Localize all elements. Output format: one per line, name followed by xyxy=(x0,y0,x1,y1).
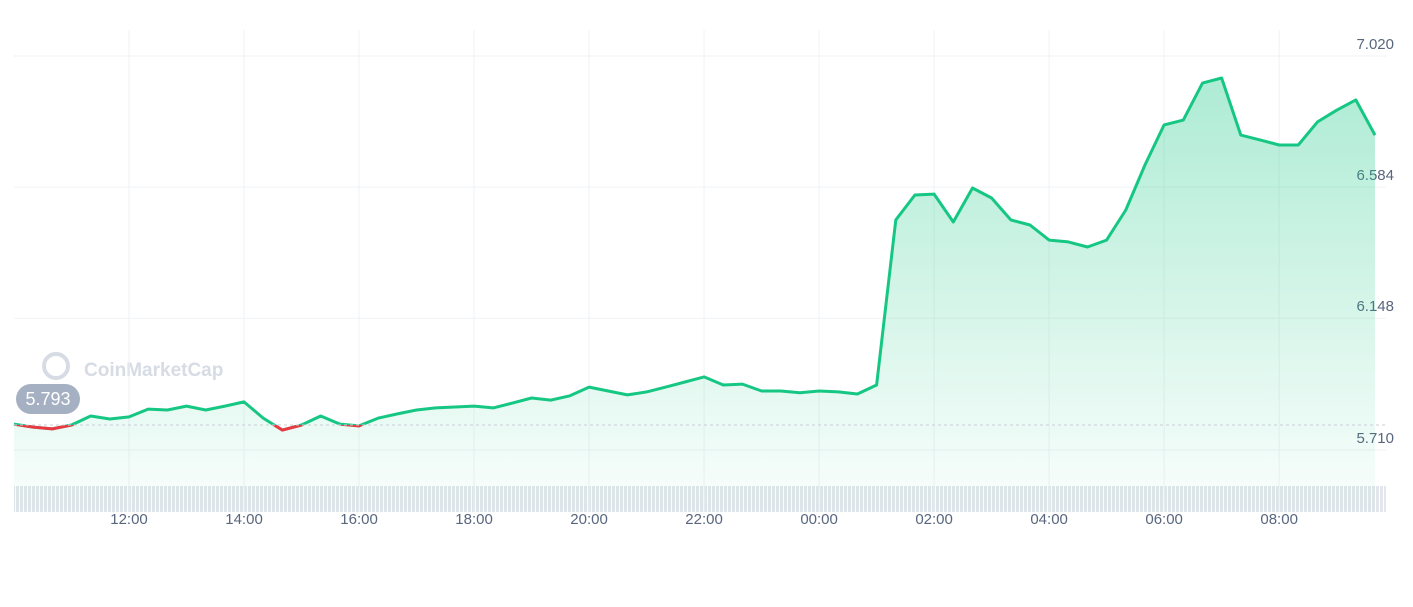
area xyxy=(14,78,1375,512)
x-tick-label: 16:00 xyxy=(340,511,378,528)
x-tick-label: 20:00 xyxy=(570,511,608,528)
x-tick-label: 00:00 xyxy=(800,511,838,528)
x-tick-label: 02:00 xyxy=(915,511,953,528)
price-line xyxy=(13,76,1377,432)
x-tick-label: 06:00 xyxy=(1145,511,1183,528)
x-tick-label: 04:00 xyxy=(1030,511,1068,528)
x-tick-label: 14:00 xyxy=(225,511,263,528)
y-tick-label: 7.020 xyxy=(1356,36,1394,53)
x-tick-label: 22:00 xyxy=(685,511,723,528)
watermark-logo xyxy=(42,352,70,380)
watermark: CoinMarketCap xyxy=(84,360,223,381)
reference-badge xyxy=(16,384,80,415)
x-tick-label: 12:00 xyxy=(110,511,148,528)
reference-label: 5.793 xyxy=(25,389,70,409)
x-tick-label: 08:00 xyxy=(1260,511,1298,528)
x-tick-label: 18:00 xyxy=(455,511,493,528)
